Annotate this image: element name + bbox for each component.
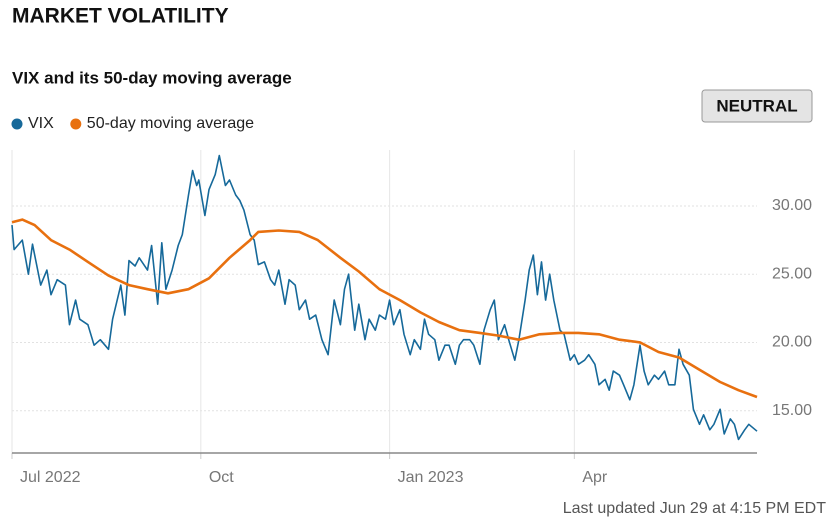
indicator-button[interactable]: NEUTRAL xyxy=(701,89,813,123)
chart-subtitle: VIX and its 50-day moving average xyxy=(12,68,292,87)
x-tick-label: Jul 2022 xyxy=(20,469,81,486)
y-tick-label: 20.00 xyxy=(772,334,812,351)
legend-marker xyxy=(11,118,23,130)
legend-label: 50-day moving average xyxy=(87,115,254,132)
indicator-label[interactable]: NEUTRAL xyxy=(716,96,797,115)
legend-marker xyxy=(70,118,82,130)
series-line xyxy=(11,218,758,399)
x-tick-label: Apr xyxy=(582,469,608,486)
y-tick-label: 15.00 xyxy=(772,402,812,419)
indicator-box[interactable] xyxy=(701,89,813,123)
y-tick-label: 25.00 xyxy=(772,265,812,282)
chart-title: MARKET VOLATILITY xyxy=(12,5,229,28)
x-tick-label: Jan 2023 xyxy=(398,469,464,486)
footnote: Last updated Jun 29 at 4:15 PM EDT xyxy=(563,500,827,517)
legend-label: VIX xyxy=(28,115,54,132)
series-line xyxy=(11,154,758,441)
x-tick-label: Oct xyxy=(209,469,234,486)
y-tick-label: 30.00 xyxy=(772,197,812,214)
